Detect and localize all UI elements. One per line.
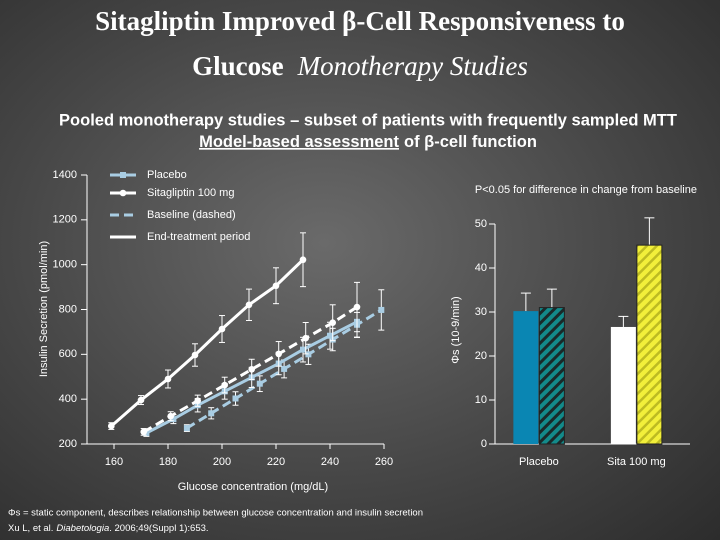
marker [208,410,215,417]
marker [281,365,288,372]
bar [636,244,663,445]
bar [538,307,565,445]
y-tick-label: 200 [59,438,77,450]
y-tick-label: 30 [475,306,487,318]
legend-label: Sitagliptin 100 mg [147,187,234,199]
y-tick-label: 1000 [53,259,77,271]
marker [302,334,310,342]
citation-rest: . 2006;49(Suppl 1):653. [109,523,208,534]
marker [327,332,333,339]
marker [299,256,307,264]
marker [275,350,283,358]
y-tick-label: 1200 [53,214,77,226]
annotation: P<0.05 for difference in change from bas… [475,184,697,196]
y-tick-label: 0 [481,438,487,450]
x-tick-label: 240 [321,456,339,468]
x-tick-label: 220 [267,456,285,468]
y-tick-label: 40 [475,262,487,274]
marker [221,381,228,389]
marker [232,395,239,402]
marker [137,396,145,404]
citation-journal: Diabetologia [56,523,109,534]
y-tick-label: 600 [59,348,77,360]
legend-label: End-treatment period [147,231,250,243]
marker [170,416,177,423]
y-tick-label: 10 [475,394,487,406]
marker [256,380,263,387]
marker [108,422,115,430]
marker [218,325,226,333]
subtitle-line2: Model-based assessment of β-cell function [199,133,537,151]
x-tick-label: Sita 100 mg [607,456,666,468]
title-italic: Monotherapy Studies [297,51,528,81]
marker [119,189,127,197]
bar [610,326,636,444]
legend-label: Baseline (dashed) [147,209,236,221]
y-axis-label: Φs (10-9/min) [450,296,462,363]
y-axis-label: Insulin Secretion (pmol/min) [38,241,50,377]
marker [183,425,190,432]
marker [248,366,255,373]
citation: Xu L, et al. Diabetologia. 2006;49(Suppl … [8,523,209,534]
title: Sitagliptin Improved β-Cell Responsivene… [95,6,625,36]
marker [120,172,126,178]
footnote: Φs = static component, describes relatio… [8,508,423,519]
y-tick-label: 20 [475,350,487,362]
series-line [110,258,305,428]
y-tick-label: 400 [59,393,77,405]
marker [272,282,280,290]
marker [300,346,306,353]
bar [513,311,539,444]
marker [378,306,385,313]
x-tick-label: 200 [213,456,231,468]
subtitle-underlined: Model-based assessment [199,133,399,151]
legend-label: Placebo [147,169,187,181]
subtitle: Pooled monotherapy studies – subset of p… [59,111,677,129]
marker [191,351,199,359]
marker [329,319,337,327]
marker [164,375,172,383]
marker [353,303,361,311]
title-plain: Glucose [192,51,284,81]
subtitle-rest: of β-cell function [404,133,537,151]
title-line2: Glucose Monotherapy Studies [192,51,528,81]
x-axis-label: Glucose concentration (mg/dL) [178,481,328,493]
y-tick-label: 50 [475,218,487,230]
x-tick-label: Placebo [519,456,559,468]
citation-authors: Xu L, et al. [8,523,53,534]
marker [245,301,253,309]
marker [167,412,174,420]
x-tick-label: 260 [375,456,393,468]
marker [194,397,201,405]
y-tick-label: 1400 [53,169,77,181]
x-tick-label: 180 [159,456,177,468]
marker [140,428,147,436]
y-tick-label: 800 [59,303,77,315]
x-tick-label: 160 [105,456,123,468]
